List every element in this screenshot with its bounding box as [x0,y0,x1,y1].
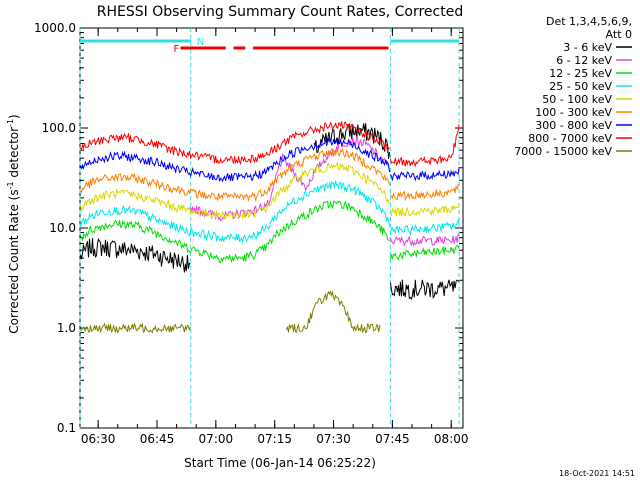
series-6 [80,136,460,183]
legend-label: 6 - 12 keV [556,54,612,67]
x-tick-label: 08:00 [434,432,469,446]
series-line [80,237,191,273]
legend-label: 25 - 50 keV [549,80,612,93]
flare-flag-label: F [174,44,180,55]
series-8 [80,290,381,334]
series-4 [80,161,460,220]
plot-area: 0.1 1.0 10.0 100.0 1000.0 06:30 06:45 07:00 07:1… [34,21,469,446]
series-line [389,279,460,301]
x-tick-label: 06:45 [140,432,175,446]
series-line [80,147,391,203]
y-tick-label: 1000.0 [34,21,76,35]
series-line [80,136,391,183]
legend-label: 300 - 800 keV [535,119,612,132]
series-line [390,167,460,182]
series-line [390,183,460,202]
series-line [80,200,390,264]
series-2 [80,200,460,264]
series-line [286,290,381,334]
y-tick-label: 1.0 [57,321,76,335]
x-tick-label: 07:00 [199,432,234,446]
legend-label: 800 - 7000 keV [528,132,612,145]
x-tick-label: 06:30 [81,432,116,446]
svg-text:Corrected Count Rate (s-1 dete: Corrected Count Rate (s-1 detector-1) [6,114,21,333]
series-1 [190,135,460,247]
x-tick-label: 07:30 [316,432,351,446]
x-tick-label: 07:45 [375,432,410,446]
series-line [80,121,390,165]
legend-label: 12 - 25 keV [549,67,612,80]
y-tick-label: 0.1 [57,421,76,435]
y-tick-label: 100.0 [42,121,76,135]
series-line [80,322,191,334]
series-line [80,161,390,220]
series-5 [80,147,460,203]
night-flag-label: N [197,37,204,48]
series-line [190,135,391,222]
chart-title: RHESSI Observing Summary Count Rates, Co… [97,4,463,20]
x-tick-label: 07:15 [257,432,292,446]
legend-label: 7000 - 15000 keV [514,145,612,158]
series-3 [80,180,460,244]
x-axis-label: Start Time (06-Jan-14 06:25:22) [184,456,376,470]
series-line [390,204,460,217]
legend-label: 50 - 100 keV [542,93,612,106]
legend-label: 3 - 6 keV [563,41,612,54]
plot-frame [79,27,464,429]
y-axis-label: Corrected Count Rate (s-1 detector-1) [6,114,21,333]
series-0 [80,123,460,301]
series-line [389,244,460,261]
legend-header-line1: Det 1,3,4,5,6,9, [546,15,632,28]
series-7 [80,121,460,168]
legend-header-line2: Att 0 [606,28,632,41]
series-line [389,218,460,236]
series-line [80,180,391,244]
series-line [389,233,460,247]
series-line [389,124,460,168]
y-tick-label: 10.0 [49,221,76,235]
footer-timestamp: 18-Oct-2021 14:51 [559,469,635,478]
legend-label: 100 - 300 keV [535,106,612,119]
series-line [313,123,391,160]
